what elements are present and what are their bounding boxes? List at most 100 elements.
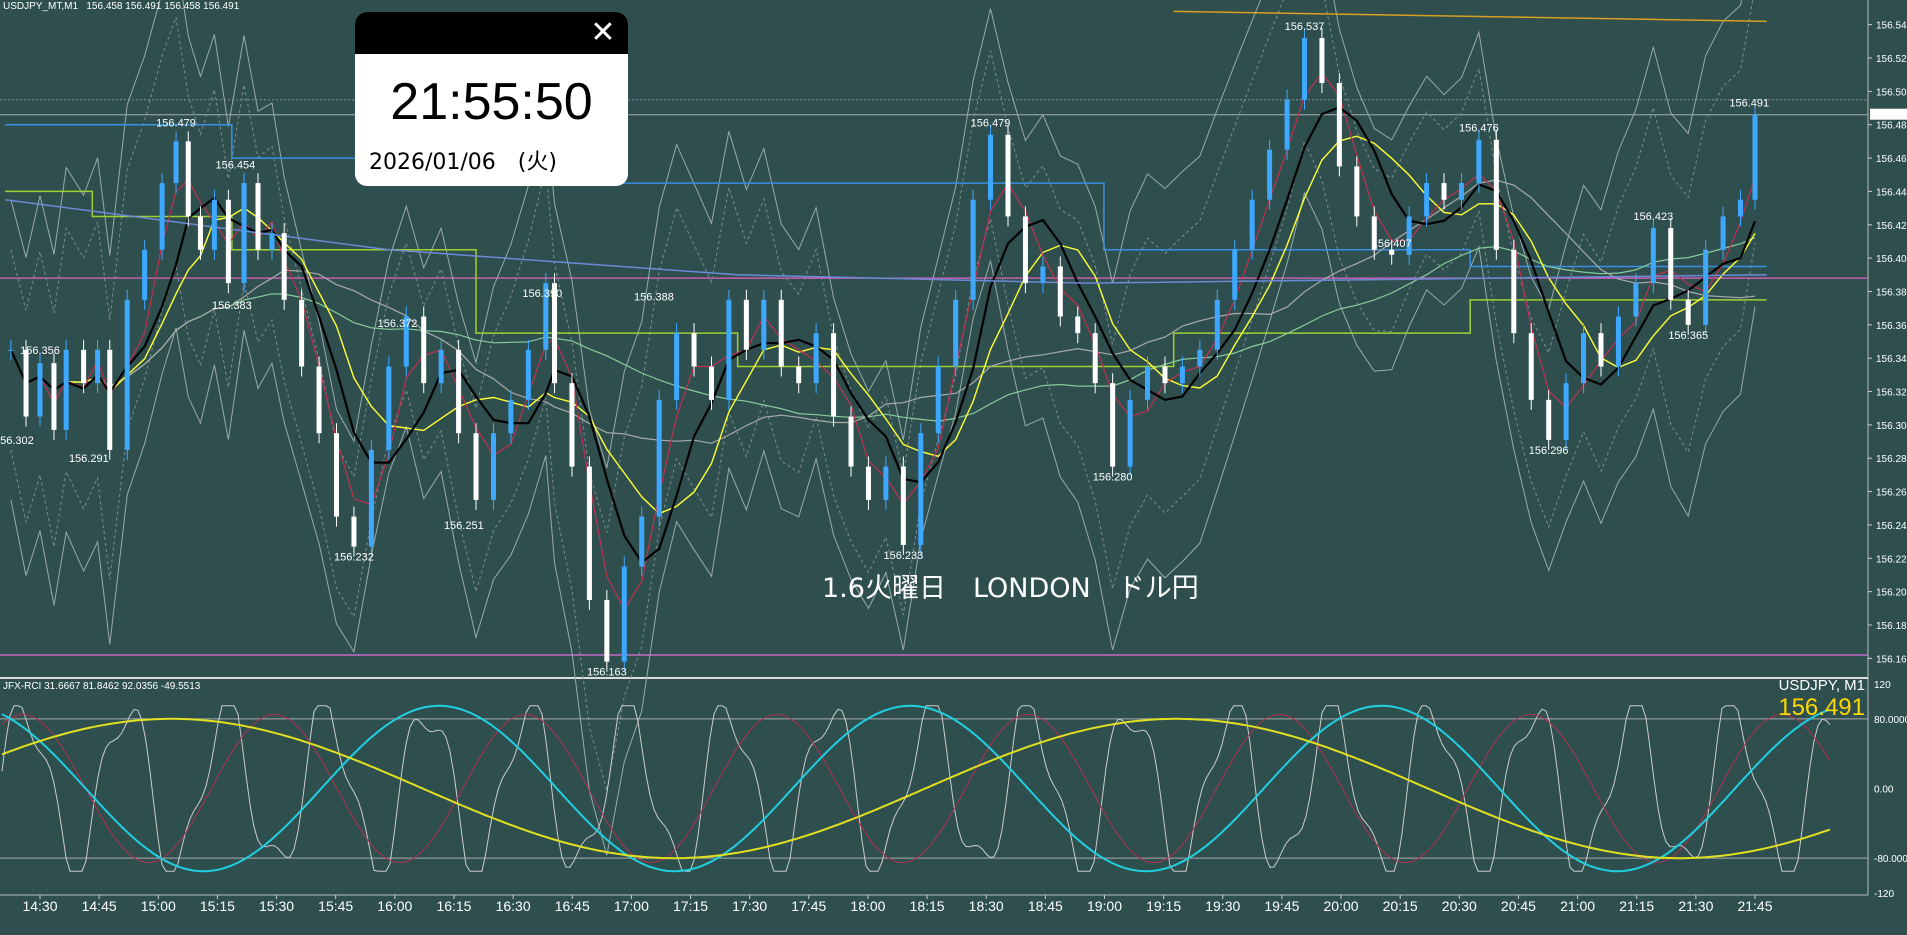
price-label: 156.356 <box>20 345 60 357</box>
candle-body <box>1232 249 1238 300</box>
symbol-label: USDJPY, M1 <box>1778 677 1865 694</box>
black-ma-line <box>9 106 1757 564</box>
candle-body <box>1511 249 1517 334</box>
price-label: 156.383 <box>212 300 252 312</box>
close-icon[interactable]: ✕ <box>590 15 616 50</box>
rci-red-line <box>1 713 1831 864</box>
x-tick-label: 17:30 <box>732 898 767 914</box>
candle-body <box>63 349 69 430</box>
candle-body <box>1546 399 1552 440</box>
candle-body <box>796 366 802 384</box>
x-tick-label: 19:15 <box>1146 898 1181 914</box>
candle-body <box>299 299 305 367</box>
candle-body <box>159 183 165 250</box>
candle-body <box>639 516 645 567</box>
x-tick-label: 19:00 <box>1087 898 1122 914</box>
price-label: 156.163 <box>587 667 627 679</box>
y-tick-label: 156.185 <box>1876 621 1907 632</box>
x-tick-label: 16:15 <box>436 898 471 914</box>
price-label: 156.372 <box>378 318 418 330</box>
candle-body <box>525 349 531 400</box>
candle-body <box>883 466 889 500</box>
y-tick-label: 156.405 <box>1876 254 1907 265</box>
x-tick-label: 18:30 <box>969 898 1004 914</box>
chart-caption: 1.6火曜日 LONDON ドル円 <box>822 573 1199 604</box>
candle-body <box>778 299 784 367</box>
price-label: 156.296 <box>1529 445 1569 457</box>
candle-body <box>508 399 514 434</box>
price-label: 156.491 <box>1729 98 1769 110</box>
time-axis-bg <box>0 896 1907 935</box>
price-label: 156.479 <box>971 118 1011 130</box>
y-tick-label: 156.345 <box>1876 354 1907 365</box>
price-label: 156.537 <box>1285 21 1325 33</box>
candle-body <box>1371 216 1377 250</box>
candle-body <box>81 349 87 384</box>
candle-body <box>456 349 462 434</box>
x-tick-label: 20:30 <box>1442 898 1477 914</box>
candle-body <box>1581 333 1587 384</box>
chart-header-info: USDJPY_MT,M1 156.458 156.491 156.458 156… <box>3 1 240 12</box>
x-tick-label: 16:30 <box>496 898 531 914</box>
candle-body <box>543 283 549 350</box>
candle-body <box>386 366 392 450</box>
candle-body <box>281 233 287 300</box>
candle-body <box>197 216 203 250</box>
candle-body <box>1145 366 1151 400</box>
y-tick-label: 156.365 <box>1876 321 1907 332</box>
x-tick-label: 15:30 <box>259 898 294 914</box>
candle-body <box>1633 283 1639 317</box>
x-tick-label: 21:30 <box>1678 898 1713 914</box>
x-tick-label: 19:30 <box>1205 898 1240 914</box>
price-label: 156.233 <box>883 550 923 562</box>
price-label: 156.407 <box>1372 238 1412 250</box>
candle-body <box>1197 349 1203 367</box>
candle-body <box>124 299 130 450</box>
candle-body <box>473 433 479 500</box>
x-tick-label: 17:45 <box>791 898 826 914</box>
candle-body <box>23 349 29 417</box>
rci-yellow-line <box>1 717 1831 860</box>
candle-body <box>726 299 732 400</box>
price-label: 156.232 <box>334 552 374 564</box>
candle-body <box>1162 366 1168 384</box>
candle-body <box>674 333 680 400</box>
price-label: 156.423 <box>1633 211 1673 223</box>
x-tick-label: 21:00 <box>1560 898 1595 914</box>
candle-body <box>1703 249 1709 325</box>
rci-cyan-line <box>1 704 1831 873</box>
candle-body <box>1441 183 1447 200</box>
x-tick-label: 19:45 <box>1264 898 1299 914</box>
candle-body <box>865 466 871 500</box>
candle-body <box>1127 399 1133 467</box>
y-tick-label: 156.485 <box>1876 121 1907 132</box>
price-label: 156.365 <box>1668 330 1708 342</box>
y-tick-label: 156.325 <box>1876 388 1907 399</box>
y-tick-label: 156.245 <box>1876 521 1907 532</box>
x-tick-label: 21:45 <box>1737 898 1772 914</box>
candle-body <box>1476 139 1482 184</box>
candle-body <box>368 449 374 547</box>
x-tick-label: 15:00 <box>141 898 176 914</box>
candle-body <box>1752 114 1758 200</box>
candle-body <box>1354 166 1360 217</box>
x-tick-label: 20:15 <box>1383 898 1418 914</box>
candle-body <box>1424 183 1430 217</box>
candle-body <box>1598 333 1604 367</box>
upper-band-outer <box>10 0 1742 469</box>
candle-body <box>988 134 994 200</box>
y-tick-label: 156.525 <box>1876 54 1907 65</box>
candle-body <box>743 299 749 350</box>
candle-body <box>1214 299 1220 350</box>
price-label: 156.454 <box>215 159 255 171</box>
x-tick-label: 20:00 <box>1324 898 1359 914</box>
y-tick-label: 156.205 <box>1876 588 1907 599</box>
candle-body <box>51 363 57 430</box>
candle-body <box>1075 316 1081 334</box>
x-tick-label: 21:15 <box>1619 898 1654 914</box>
candle-body <box>95 349 101 384</box>
candle-body <box>586 466 592 600</box>
slow-blue-ma <box>5 199 1767 284</box>
x-tick-label: 16:45 <box>555 898 590 914</box>
